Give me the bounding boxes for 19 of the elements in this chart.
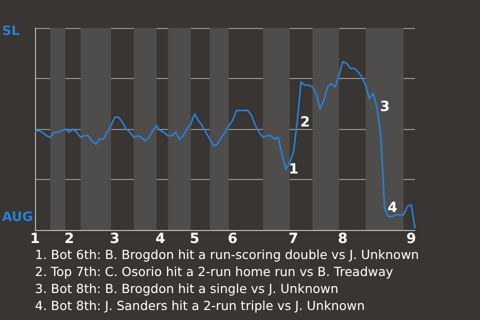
x-tick-label: 8 (338, 231, 348, 247)
text: AUG (2, 210, 33, 225)
text: 3. Bot 8th: B. Brogdon hit a single vs J. Unknown (35, 281, 338, 296)
text: SL (2, 24, 20, 39)
x-tick-label: 6 (228, 231, 238, 247)
x-tick-label: 5 (190, 231, 200, 247)
annotation: 2 (300, 114, 310, 130)
x-tick-label: 4 (156, 231, 166, 247)
annotation: 3 (380, 99, 390, 116)
x-tick-label: 9 (406, 231, 416, 247)
x-tick-label: 7 (288, 231, 298, 247)
annotation: 4 (388, 200, 398, 216)
text: 2. Top 7th: C. Osorio hit a 2-run home run vs B. Treadway (35, 264, 394, 279)
text: 1. Bot 6th: B. Brogdon hit a run-scoring double vs J. Unknown (35, 247, 419, 262)
annotation: 1 (288, 161, 299, 178)
x-tick-label: 1 (30, 231, 40, 247)
x-tick-label: 3 (110, 231, 120, 247)
text: 4. Bot 8th: J. Sanders hit a 2-run triple vs J. Unknown (35, 298, 365, 313)
x-tick-label: 2 (64, 231, 74, 247)
